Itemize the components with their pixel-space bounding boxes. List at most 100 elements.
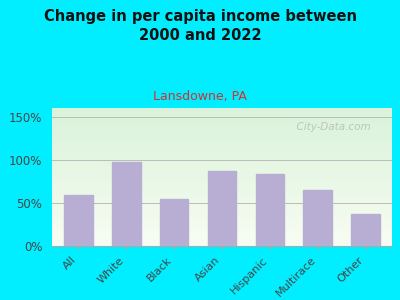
Bar xyxy=(52,228,392,230)
Bar xyxy=(52,200,392,202)
Bar xyxy=(52,112,392,113)
Bar xyxy=(52,137,392,138)
Bar xyxy=(52,147,392,148)
Bar xyxy=(52,234,392,235)
Bar xyxy=(52,148,392,149)
Bar xyxy=(52,239,392,241)
Bar xyxy=(52,176,392,177)
Bar xyxy=(52,158,392,159)
Bar xyxy=(52,195,392,196)
Bar xyxy=(52,224,392,225)
Text: Lansdowne, PA: Lansdowne, PA xyxy=(153,90,247,103)
Bar xyxy=(52,232,392,234)
Bar xyxy=(208,171,236,246)
Bar xyxy=(52,111,392,112)
Bar xyxy=(52,242,392,243)
Bar xyxy=(52,129,392,130)
Bar xyxy=(52,160,392,162)
Bar xyxy=(52,230,392,231)
Bar xyxy=(52,191,392,192)
Bar xyxy=(52,134,392,136)
Bar xyxy=(52,138,392,140)
Bar xyxy=(52,126,392,127)
Bar xyxy=(52,110,392,111)
Bar xyxy=(52,182,392,184)
Bar xyxy=(52,131,392,133)
Bar xyxy=(52,108,392,110)
Bar xyxy=(52,169,392,170)
Bar xyxy=(52,231,392,232)
Bar xyxy=(52,185,392,187)
Bar xyxy=(351,214,380,246)
Bar xyxy=(52,181,392,182)
Bar xyxy=(52,207,392,209)
Bar xyxy=(52,172,392,173)
Bar xyxy=(52,120,392,122)
Bar xyxy=(256,174,284,246)
Bar xyxy=(52,154,392,155)
Bar xyxy=(52,118,392,119)
Bar xyxy=(52,243,392,244)
Bar xyxy=(52,217,392,218)
Bar xyxy=(52,142,392,144)
Bar xyxy=(52,122,392,123)
Bar xyxy=(52,221,392,223)
Bar xyxy=(52,144,392,145)
Bar xyxy=(52,187,392,188)
Bar xyxy=(112,162,140,246)
Bar xyxy=(52,155,392,156)
Bar xyxy=(52,140,392,141)
Bar xyxy=(52,199,392,200)
Bar xyxy=(52,198,392,199)
Bar xyxy=(52,163,392,165)
Bar xyxy=(52,241,392,242)
Bar xyxy=(304,190,332,246)
Bar xyxy=(52,225,392,227)
Bar xyxy=(52,170,392,172)
Bar xyxy=(52,124,392,126)
Bar xyxy=(52,152,392,154)
Bar xyxy=(52,196,392,198)
Bar xyxy=(52,202,392,203)
Bar xyxy=(52,151,392,152)
Bar xyxy=(52,205,392,206)
Bar xyxy=(52,115,392,116)
Bar xyxy=(52,216,392,217)
Text: City-Data.com: City-Data.com xyxy=(290,122,371,132)
Bar xyxy=(52,166,392,167)
Bar xyxy=(52,116,392,118)
Bar xyxy=(52,174,392,175)
Bar xyxy=(52,236,392,238)
Bar xyxy=(52,194,392,195)
Text: Change in per capita income between
2000 and 2022: Change in per capita income between 2000… xyxy=(44,9,356,43)
Bar xyxy=(52,127,392,129)
Bar xyxy=(52,209,392,210)
Bar xyxy=(52,165,392,166)
Bar xyxy=(160,200,188,246)
Bar xyxy=(52,162,392,163)
Bar xyxy=(52,119,392,120)
Bar xyxy=(52,156,392,158)
Bar xyxy=(52,145,392,147)
Bar xyxy=(52,192,392,194)
Bar xyxy=(52,227,392,228)
Bar xyxy=(52,213,392,214)
Bar xyxy=(52,235,392,236)
Bar xyxy=(52,113,392,115)
Bar xyxy=(52,184,392,185)
Bar xyxy=(52,220,392,221)
Bar xyxy=(52,212,392,213)
Bar xyxy=(52,149,392,151)
Bar xyxy=(52,123,392,124)
Bar xyxy=(52,210,392,212)
Bar xyxy=(52,136,392,137)
Bar xyxy=(52,159,392,160)
Bar xyxy=(64,195,93,246)
Bar xyxy=(52,188,392,189)
Bar xyxy=(52,177,392,178)
Bar xyxy=(52,180,392,181)
Bar xyxy=(52,244,392,246)
Bar xyxy=(52,214,392,216)
Bar xyxy=(52,178,392,180)
Bar xyxy=(52,173,392,174)
